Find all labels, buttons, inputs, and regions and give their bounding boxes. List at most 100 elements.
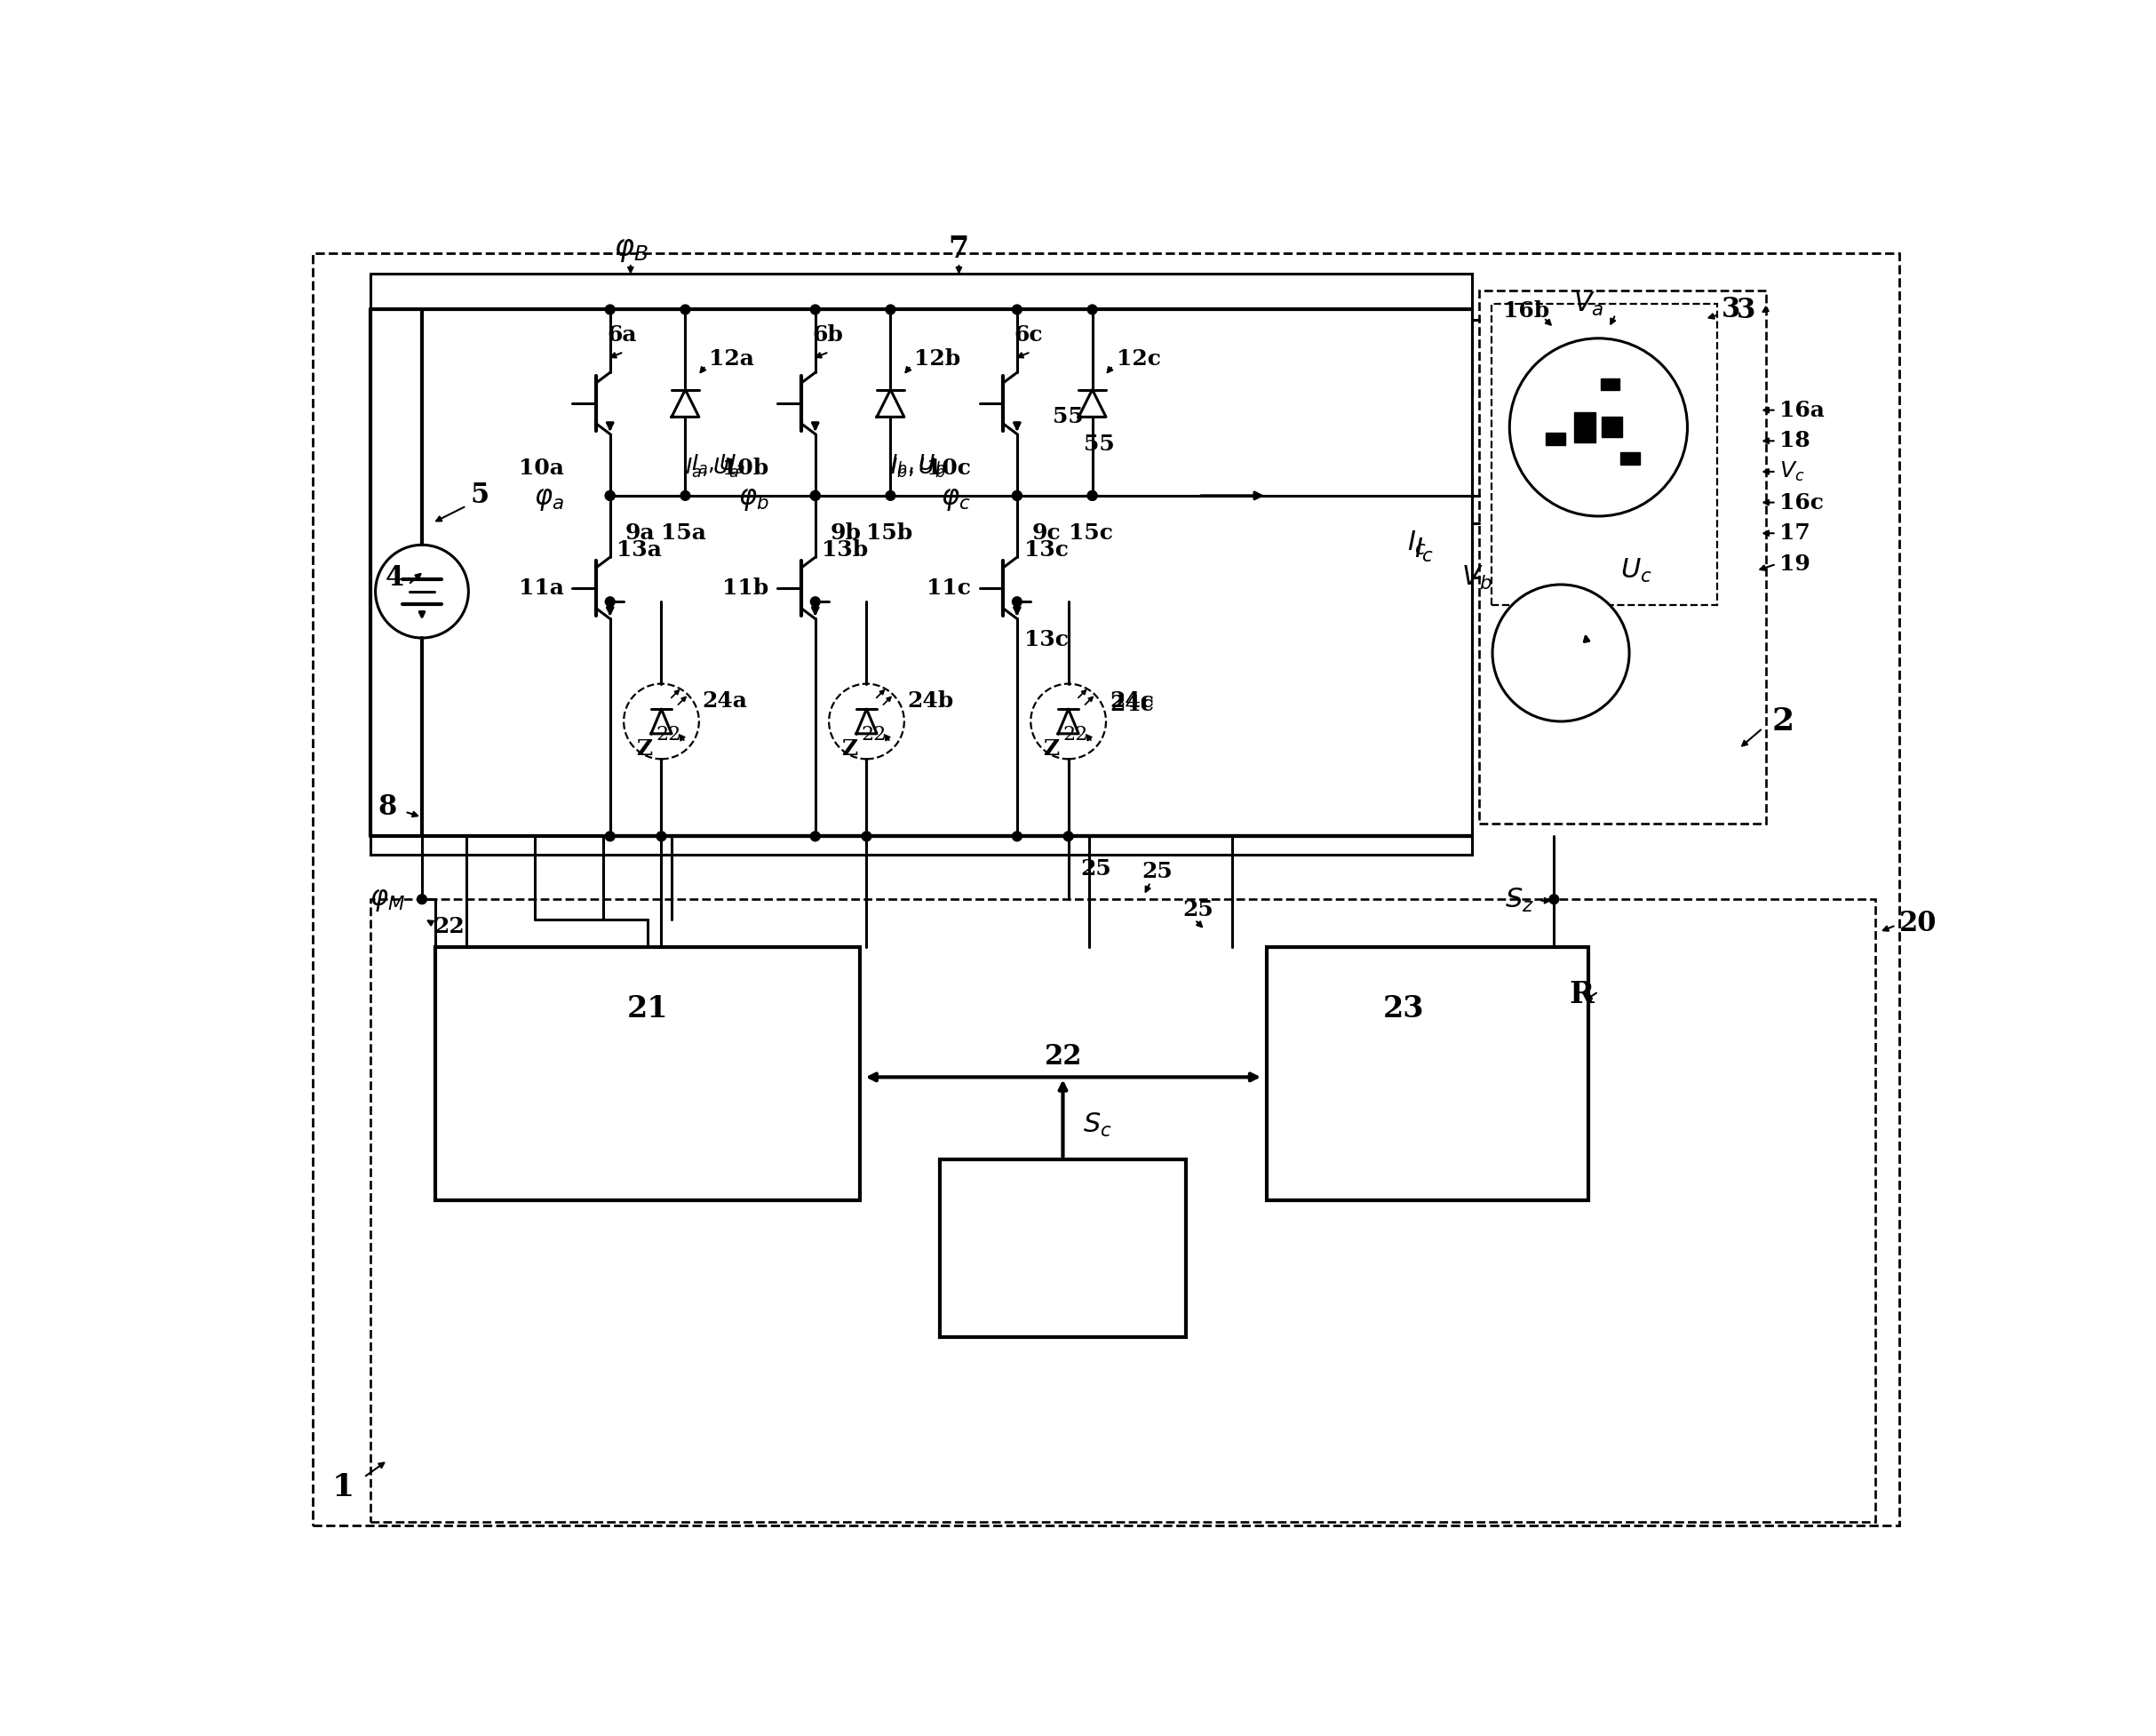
Bar — [1546, 432, 1565, 444]
Circle shape — [1550, 894, 1559, 904]
Text: $I_c$: $I_c$ — [1408, 529, 1427, 557]
Text: 6c: 6c — [1013, 325, 1044, 345]
Bar — [1574, 411, 1595, 443]
Text: $I_b,U_b$: $I_b,U_b$ — [890, 457, 946, 479]
Text: 13b: 13b — [821, 540, 869, 561]
Text: $V_a$: $V_a$ — [1574, 290, 1604, 318]
Bar — [1600, 378, 1619, 391]
Text: Z: Z — [841, 738, 858, 759]
Bar — [371, 899, 1876, 1522]
Text: 2: 2 — [1772, 707, 1794, 736]
Bar — [1621, 453, 1639, 465]
Circle shape — [886, 491, 895, 500]
Text: 9c: 9c — [1033, 523, 1061, 543]
Text: 16a: 16a — [1779, 399, 1824, 420]
Text: 18: 18 — [1779, 431, 1811, 451]
Text: $S_c$: $S_c$ — [1082, 1111, 1112, 1139]
Text: 16b: 16b — [1503, 300, 1550, 321]
Circle shape — [606, 306, 614, 314]
Circle shape — [1087, 491, 1097, 500]
Text: 13a: 13a — [617, 540, 662, 561]
Circle shape — [1013, 832, 1022, 842]
Circle shape — [606, 491, 614, 500]
Text: $I_a,U_a$: $I_a,U_a$ — [690, 453, 746, 476]
Bar — [1492, 304, 1716, 606]
Text: R: R — [1570, 981, 1593, 1010]
Circle shape — [606, 832, 614, 842]
Text: 6a: 6a — [606, 325, 636, 345]
Text: 22: 22 — [860, 726, 886, 745]
Circle shape — [416, 894, 427, 904]
Bar — [436, 948, 860, 1200]
Text: $I_c$: $I_c$ — [1414, 536, 1434, 564]
Text: 15b: 15b — [867, 523, 912, 543]
Text: $\varphi_B$: $\varphi_B$ — [614, 234, 647, 264]
Text: 25: 25 — [1143, 861, 1173, 882]
Circle shape — [1031, 684, 1106, 759]
Text: $I_b,U_b$: $I_b,U_b$ — [890, 453, 946, 476]
Circle shape — [1063, 832, 1074, 842]
Text: 17: 17 — [1779, 523, 1811, 543]
Text: $U_c$: $U_c$ — [1619, 557, 1651, 585]
Text: 1: 1 — [332, 1472, 354, 1503]
Circle shape — [658, 832, 666, 842]
Circle shape — [1087, 491, 1097, 500]
Circle shape — [811, 832, 819, 842]
Circle shape — [606, 597, 614, 606]
Text: 19: 19 — [1779, 554, 1811, 575]
Circle shape — [606, 491, 614, 500]
Text: 10b: 10b — [722, 458, 770, 479]
Text: 24c: 24c — [1110, 691, 1153, 712]
Circle shape — [886, 306, 895, 314]
Text: Z: Z — [636, 738, 653, 759]
Text: 4: 4 — [386, 564, 403, 592]
Text: 25: 25 — [1184, 899, 1214, 920]
Bar — [1602, 417, 1623, 437]
Text: 7: 7 — [949, 234, 970, 264]
Bar — [1268, 948, 1589, 1200]
Text: 10c: 10c — [927, 458, 970, 479]
Text: 13c: 13c — [1024, 628, 1067, 649]
Text: $\varphi_M$: $\varphi_M$ — [371, 885, 405, 913]
Circle shape — [681, 491, 690, 500]
Bar — [371, 273, 1473, 854]
Text: 22: 22 — [1063, 726, 1089, 745]
Text: 6b: 6b — [813, 325, 843, 345]
Text: $\varphi_b$: $\varphi_b$ — [737, 486, 770, 512]
Text: 11a: 11a — [517, 578, 563, 599]
Text: 12a: 12a — [709, 349, 755, 370]
Text: 13c: 13c — [1024, 540, 1067, 561]
Text: $V_b$: $V_b$ — [1462, 564, 1492, 592]
Text: 8: 8 — [377, 793, 397, 821]
Circle shape — [811, 597, 819, 606]
Text: $V_c$: $V_c$ — [1779, 460, 1805, 483]
Circle shape — [862, 832, 871, 842]
Text: 20: 20 — [1899, 910, 1936, 937]
Text: 55: 55 — [1052, 406, 1084, 427]
Text: 12c: 12c — [1117, 349, 1160, 370]
Text: 24a: 24a — [703, 691, 748, 712]
Text: 9b: 9b — [830, 523, 862, 543]
Bar — [1479, 290, 1766, 825]
Text: $\varphi_a$: $\varphi_a$ — [533, 486, 563, 512]
Text: Z: Z — [1044, 738, 1059, 759]
Text: 25: 25 — [1080, 858, 1110, 878]
Circle shape — [828, 684, 903, 759]
Circle shape — [811, 306, 819, 314]
Text: 23: 23 — [1382, 995, 1425, 1023]
Text: 11b: 11b — [722, 578, 770, 599]
Circle shape — [375, 545, 468, 637]
Circle shape — [1013, 491, 1022, 500]
Text: 16c: 16c — [1779, 491, 1824, 514]
Text: 10a: 10a — [517, 458, 563, 479]
Text: 21: 21 — [627, 995, 668, 1023]
Bar — [940, 1160, 1186, 1337]
Circle shape — [1087, 306, 1097, 314]
Text: 5: 5 — [470, 483, 489, 509]
Circle shape — [811, 491, 819, 500]
Text: 22: 22 — [1044, 1043, 1082, 1071]
Circle shape — [1013, 491, 1022, 500]
Text: 15a: 15a — [662, 523, 707, 543]
Text: 12b: 12b — [914, 349, 962, 370]
Text: 24c: 24c — [1110, 694, 1153, 715]
